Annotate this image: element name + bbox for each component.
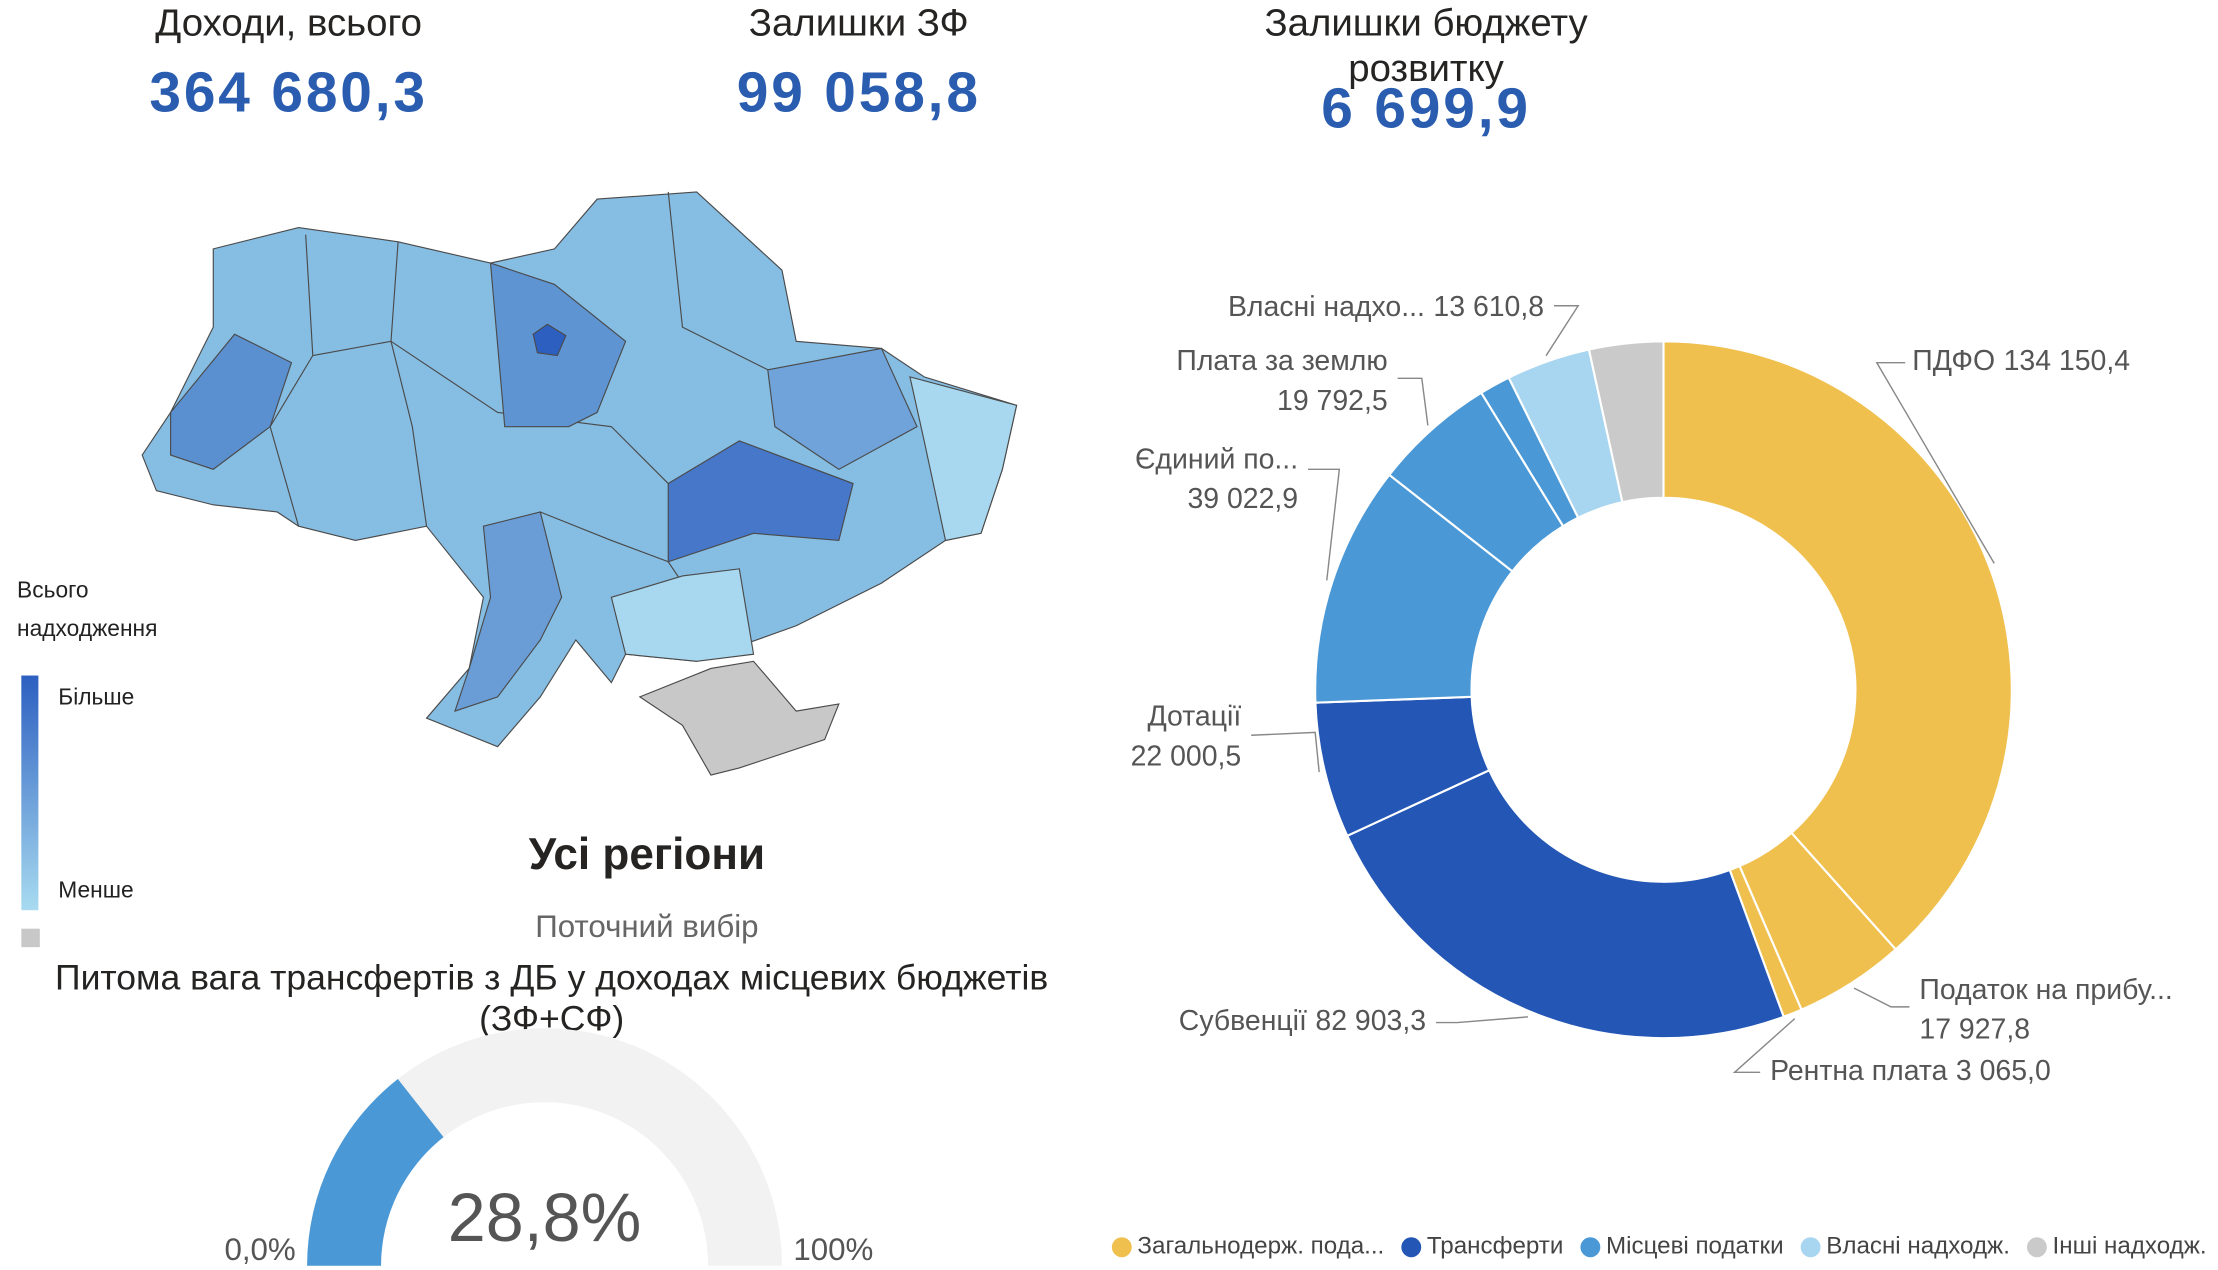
legend-marker [1111,1237,1132,1258]
data-label-value: 17 927,8 [1919,1014,2030,1046]
donut-slice [1587,340,1665,504]
kpi-value: 99 058,8 [737,62,981,125]
map-region[interactable] [610,568,755,662]
data-label-value: 134 150,4 [2004,345,2130,377]
map-border [390,241,428,527]
map-legend-low: Менше [58,877,133,903]
legend-marker [1800,1237,1821,1258]
gauge-tick-label: 100% [793,1232,873,1267]
donut-slice [1345,768,1786,1040]
leader-line [1875,361,1995,564]
data-label-value: 19 792,5 [1277,385,1388,417]
donut-slice [1662,340,2013,951]
leader-line [1853,987,1910,1008]
map-legend-nodata [21,928,40,948]
map-region[interactable] [638,660,840,776]
data-label-name: Податок на прибу... [1919,974,2172,1006]
selection-title: Усі регіони [529,830,765,879]
leader-line [1732,1018,1796,1074]
map-legend-title: надходження [17,615,157,641]
gauge-title: Питома вага трансфертів з ДБ у доходах м… [55,957,1048,997]
kpi-label: Залишки ЗФ [749,2,969,45]
map-border [269,234,314,527]
map-border [540,511,683,584]
data-label-name: Плата за землю [1176,345,1387,377]
legend-marker [2026,1237,2047,1258]
legend-label[interactable]: Інші надходж. [2053,1233,2207,1260]
donut-chart: ПДФО 134 150,4 Податок на прибу... 17 927,8… [1111,291,2207,1260]
legend-marker [1401,1237,1422,1258]
map-legend-high: Більше [58,683,134,709]
map-region[interactable] [667,440,854,563]
data-label-name: Субвенції [1179,1005,1307,1037]
data-label-value: 13 610,8 [1433,291,1544,323]
map-region[interactable] [454,511,563,712]
kpi-value: 6 699,9 [1321,77,1531,140]
data-label-name: Дотації [1147,701,1241,733]
data-label-name: Рентна плата [1770,1055,1947,1087]
gauge-chart: Питома вага трансфертів з ДБ у доходах м… [55,957,1048,1267]
gauge-tick-label: 0,0% [224,1232,295,1267]
selection-caption: Поточний вибір [535,909,758,944]
leader-line [1545,305,1580,357]
gauge-value-label: 28,8% [448,1180,642,1256]
data-label-value: 39 022,9 [1187,483,1298,515]
data-label-name: Єдиний по... [1135,443,1298,475]
data-label-name: ПДФО [1912,345,1995,377]
data-label-value: 82 903,3 [1315,1005,1426,1037]
data-label-value: 3 065,0 [1956,1055,2051,1087]
map-border [667,191,769,371]
data-label-name: Власні надхо... [1228,291,1425,323]
map-border [312,340,669,484]
leader-line [1251,731,1320,773]
map-region[interactable] [170,333,293,470]
leader-line [1397,377,1429,426]
data-label-value: 22 000,5 [1131,741,1242,773]
kpi-label: Доходи, всього [155,2,422,45]
legend-label[interactable]: Трансферти [1427,1233,1563,1260]
map[interactable] [141,191,1018,776]
legend-marker [1580,1237,1601,1258]
leader-line [1308,468,1341,581]
legend-label[interactable]: Власні надходж. [1826,1233,2010,1260]
map-region[interactable] [909,376,1018,542]
gauge-track [307,1028,782,1266]
map-region[interactable] [141,191,1018,748]
map-region[interactable] [767,347,918,470]
map-legend-title: Всього [17,577,89,603]
kpi-label: Залишки бюджету [1264,2,1588,45]
gauge-value [307,1078,444,1266]
legend-label[interactable]: Місцеві податки [1606,1233,1784,1260]
map-legend-scale [21,675,39,911]
map-region[interactable] [532,323,567,357]
leader-line [1436,1016,1528,1024]
kpi-label: розвитку [1348,47,1504,90]
kpi-value: 364 680,3 [149,62,428,125]
legend-label[interactable]: Загальнодерж. пода... [1137,1233,1384,1260]
